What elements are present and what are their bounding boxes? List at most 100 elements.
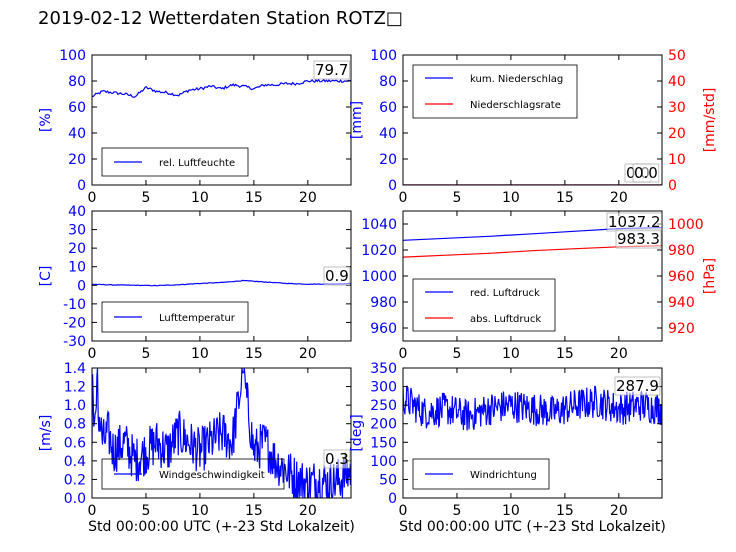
x-tick-label: 10 <box>502 503 520 519</box>
series-line-temperature-0 <box>92 279 351 287</box>
x-tick-label: 0 <box>399 190 408 206</box>
y-tick-label: 20 <box>68 152 86 168</box>
x-tick-label: 20 <box>610 346 628 362</box>
legend-label: Lufttemperatur <box>159 313 236 324</box>
annotation-box <box>632 163 660 183</box>
x-tick-label: 20 <box>610 190 628 206</box>
y-tick-label: 0.2 <box>64 472 86 488</box>
value-annotation: 287.9 <box>616 377 659 395</box>
x-tick-label: 20 <box>299 503 317 519</box>
y-tick-label: 40 <box>68 204 86 220</box>
y-axis-label: [deg] <box>349 414 365 451</box>
legend-box <box>412 458 550 490</box>
y-tick-label: 200 <box>370 417 397 433</box>
series-line-winddirection-0 <box>403 385 662 431</box>
x-tick-label: 15 <box>245 503 263 519</box>
chart-title: 2019-02-12 Wetterdaten Station ROTZ□ <box>38 8 403 29</box>
y-tick-label: 30 <box>68 223 86 239</box>
y-tick-label: -10 <box>63 297 86 313</box>
plot-frame <box>91 54 352 186</box>
y-tick-label: 300 <box>370 380 397 396</box>
y-tick-label: 150 <box>370 435 397 451</box>
y-tick-label: 20 <box>379 152 397 168</box>
y-tick-label: 250 <box>370 398 397 414</box>
x-tick-label: 5 <box>141 190 150 206</box>
x-tick-label: 15 <box>556 346 574 362</box>
plot-frame <box>402 54 663 186</box>
y-tick-label: 0.6 <box>64 435 86 451</box>
y2-tick-label: 920 <box>668 321 695 337</box>
y-tick-label: 60 <box>379 100 397 116</box>
y2-tick-label: 0 <box>668 178 677 194</box>
panel-temperature: 0 5 10 15 20 -30 -20 -10 0 10 20 30 40 [C] Lufttempera… <box>38 204 352 362</box>
x-tick-label: 5 <box>452 346 461 362</box>
x-tick-label: 10 <box>191 503 209 519</box>
y2-tick-label: 40 <box>668 74 686 90</box>
value-annotation: 0.3 <box>325 450 349 468</box>
y-tick-label: 1.0 <box>64 398 86 414</box>
plot-frame <box>91 367 352 499</box>
value-annotation: 0.9 <box>325 267 349 285</box>
y2-axis-label: [hPa] <box>702 258 718 294</box>
x-tick-label: 20 <box>299 190 317 206</box>
x-tick-label: 15 <box>556 190 574 206</box>
series-line-windspeed-0 <box>92 368 351 498</box>
x-tick-label: 5 <box>141 346 150 362</box>
y2-tick-label: 10 <box>668 152 686 168</box>
annotation-box <box>614 376 661 396</box>
y-tick-label: 1.4 <box>64 361 86 377</box>
legend-label: Niederschlagsrate <box>470 100 561 111</box>
y-axis-label: [C] <box>38 266 54 287</box>
value-annotation: 79.7 <box>315 61 348 79</box>
y-tick-label: 1020 <box>361 243 397 259</box>
value-annotation: 0.0 <box>634 164 658 182</box>
legend-label: abs. Luftdruck <box>470 314 541 325</box>
y-tick-label: 100 <box>59 48 86 64</box>
panel-precipitation: 0 5 10 15 20 0 20 40 60 80 100 0 10 20 30 40 50 [mm] [mm/s… <box>349 48 718 206</box>
y2-tick-label: 960 <box>668 269 695 285</box>
x-tick-label: 0 <box>399 346 408 362</box>
y-tick-label: 80 <box>379 74 397 90</box>
y-tick-label: 0.0 <box>64 491 86 507</box>
y-tick-label: 0.8 <box>64 417 86 433</box>
series-line-humidity-0 <box>92 78 351 98</box>
legend-box <box>412 278 556 332</box>
x-tick-label: 0 <box>88 346 97 362</box>
x-tick-label: 15 <box>245 190 263 206</box>
y-tick-label: 1.2 <box>64 380 86 396</box>
x-tick-label: 10 <box>502 190 520 206</box>
y2-tick-label: 30 <box>668 100 686 116</box>
panel-pressure: 0 5 10 15 20 960 980 1000 1020 1040 920 940 960 980 10… <box>361 210 718 362</box>
legend-label: kum. Niederschlag <box>470 74 563 85</box>
y-tick-label: 0 <box>77 178 86 194</box>
y-tick-label: 100 <box>370 454 397 470</box>
y-axis-label: [%] <box>38 108 54 132</box>
x-tick-label: 10 <box>191 346 209 362</box>
value-annotation: 983.3 <box>617 230 660 248</box>
y-tick-label: 100 <box>370 48 397 64</box>
panel-windspeed: 0 5 10 15 20 0.0 0.2 0.4 0.6 0.8 1.0 1.2 1.4 [m/s] Std… <box>38 361 355 535</box>
y2-tick-label: 980 <box>668 243 695 259</box>
x-tick-label: 5 <box>141 503 150 519</box>
x-tick-label: 5 <box>452 190 461 206</box>
legend-label: Windgeschwindigkeit <box>159 470 265 481</box>
y-tick-label: 80 <box>68 74 86 90</box>
x-axis-label: Std 00:00:00 UTC (+-23 Std Lokalzeit) <box>88 519 355 535</box>
y-axis-label: [m/s] <box>38 415 54 452</box>
x-tick-label: 15 <box>556 503 574 519</box>
plot-frame <box>91 210 352 342</box>
legend-label: red. Luftdruck <box>470 288 540 299</box>
legend-label: Windrichtung <box>470 470 537 481</box>
y-tick-label: 350 <box>370 361 397 377</box>
legend-label: rel. Luftfeuchte <box>159 158 235 169</box>
y-tick-label: 10 <box>68 260 86 276</box>
x-tick-label: 5 <box>452 503 461 519</box>
y-axis-label: [mm] <box>349 101 365 139</box>
y-tick-label: 20 <box>68 241 86 257</box>
y-tick-label: 60 <box>68 100 86 116</box>
annotation-box <box>323 266 351 286</box>
y2-axis-label: [mm/std] <box>702 88 718 153</box>
value-annotation: 1037.2 <box>608 213 661 231</box>
